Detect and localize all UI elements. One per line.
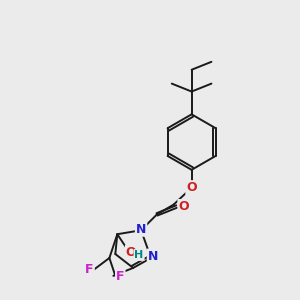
Text: N: N <box>148 250 158 262</box>
Text: O: O <box>186 181 197 194</box>
Text: O: O <box>178 200 189 213</box>
Text: N: N <box>136 223 146 236</box>
Text: H: H <box>134 250 144 260</box>
Text: F: F <box>116 270 124 283</box>
Text: O: O <box>126 245 136 259</box>
Text: F: F <box>85 263 94 276</box>
